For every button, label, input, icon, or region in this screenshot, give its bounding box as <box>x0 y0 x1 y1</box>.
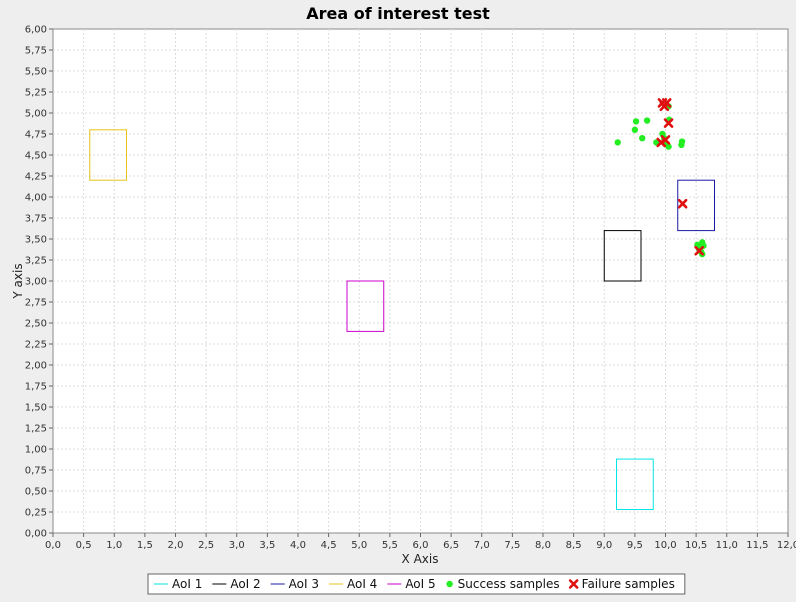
y-tick-label: 3,75 <box>25 214 47 225</box>
y-axis: 0,00 0,25 0,50 0,75 1,00 1,25 1,50 1,75 2,00 2,25… <box>25 25 53 540</box>
success-sample-point <box>678 138 686 145</box>
success-sample-point <box>632 118 640 125</box>
x-tick-label: 2,0 <box>168 540 184 551</box>
legend-label: AoI 4 <box>347 577 377 591</box>
y-tick-label: 2,00 <box>25 361 47 372</box>
x-tick-label: 12,0 <box>777 540 796 551</box>
x-tick-label: 11,0 <box>716 540 738 551</box>
y-tick-label: 3,25 <box>25 256 47 267</box>
y-tick-label: 4,50 <box>25 151 47 162</box>
aoi-rect <box>603 230 642 282</box>
failure-sample-point <box>663 118 674 128</box>
x-axis-label: X Axis <box>402 552 439 566</box>
y-tick-label: 5,75 <box>25 46 47 57</box>
x-tick-label: 4,0 <box>290 540 306 551</box>
x-tick-label: 8,0 <box>535 540 551 551</box>
y-tick-label: 6,00 <box>25 25 47 36</box>
x-tick-label: 0,5 <box>76 540 92 551</box>
success-sample-point <box>631 126 639 133</box>
x-tick-label: 4,5 <box>321 540 337 551</box>
areas-of-interest <box>89 129 715 510</box>
sample-points <box>614 98 707 258</box>
grid-lines <box>53 29 788 533</box>
x-tick-label: 5,0 <box>351 540 367 551</box>
legend-label: AoI 1 <box>172 577 202 591</box>
x-tick-label: 11,5 <box>746 540 768 551</box>
x-tick-label: 6,0 <box>413 540 429 551</box>
failure-sample-point <box>694 245 704 256</box>
failure-sample-point <box>660 135 671 145</box>
x-tick-label: 1,5 <box>137 540 153 551</box>
x-tick-label: 9,0 <box>596 540 612 551</box>
x-tick-label: 2,5 <box>198 540 214 551</box>
x-tick-label: 10,0 <box>654 540 676 551</box>
y-tick-label: 5,50 <box>25 67 47 78</box>
y-tick-label: 0,25 <box>25 508 47 519</box>
legend-label: Failure samples <box>582 577 675 591</box>
aoi-rect <box>89 129 127 181</box>
x-tick-label: 3,0 <box>229 540 245 551</box>
legend-label: AoI 3 <box>289 577 319 591</box>
y-tick-label: 1,25 <box>25 424 47 435</box>
failure-sample-point <box>677 198 688 209</box>
y-tick-label: 4,00 <box>25 193 47 204</box>
aoi-rect <box>677 179 715 232</box>
y-tick-label: 4,75 <box>25 130 47 141</box>
success-sample-point <box>665 143 672 150</box>
y-tick-label: 1,50 <box>25 403 47 414</box>
y-tick-label: 0,50 <box>25 487 47 498</box>
y-tick-label: 0,00 <box>25 529 47 540</box>
y-tick-label: 5,00 <box>25 109 47 120</box>
x-axis: 0,0 0,5 1,0 1,5 2,0 2,5 3,0 3,5 4,0 4,5 5,0 5,5 6,0 6… <box>45 533 796 551</box>
y-axis-label: Y axis <box>11 263 25 299</box>
x-tick-label: 0,0 <box>45 540 61 551</box>
aoi-rect <box>346 280 385 332</box>
x-tick-label: 7,0 <box>474 540 490 551</box>
legend-swatch-cross <box>568 579 579 589</box>
success-sample-point <box>639 135 646 142</box>
legend-label: AoI 5 <box>405 577 435 591</box>
y-tick-label: 3,50 <box>25 235 47 246</box>
x-tick-label: 10,5 <box>685 540 707 551</box>
y-tick-label: 2,50 <box>25 319 47 330</box>
aoi-rect <box>616 458 654 510</box>
y-tick-label: 1,00 <box>25 445 47 456</box>
x-tick-label: 3,5 <box>259 540 275 551</box>
y-tick-label: 2,25 <box>25 340 47 351</box>
x-tick-label: 8,5 <box>566 540 582 551</box>
legend-label: Success samples <box>458 577 560 591</box>
success-sample-point <box>614 139 621 146</box>
failure-sample-point <box>659 101 670 112</box>
legend: AoI 1 AoI 2 AoI 3 AoI 4 AoI 5 Success samples… <box>147 573 686 595</box>
x-tick-label: 1,0 <box>106 540 122 551</box>
x-tick-label: 9,5 <box>627 540 643 551</box>
y-tick-label: 3,00 <box>25 277 47 288</box>
success-sample-point <box>643 117 651 124</box>
legend-swatch-circle <box>446 580 453 588</box>
y-tick-label: 2,75 <box>25 298 47 309</box>
x-tick-label: 5,5 <box>382 540 398 551</box>
y-tick-label: 4,25 <box>25 172 47 183</box>
legend-box <box>147 573 686 595</box>
chart-title: Area of interest test <box>306 4 490 23</box>
y-tick-label: 1,75 <box>25 382 47 393</box>
legend-label: AoI 2 <box>230 577 260 591</box>
x-tick-label: 7,5 <box>504 540 520 551</box>
y-tick-label: 5,25 <box>25 88 47 99</box>
x-tick-label: 6,5 <box>443 540 459 551</box>
y-tick-label: 0,75 <box>25 466 47 477</box>
